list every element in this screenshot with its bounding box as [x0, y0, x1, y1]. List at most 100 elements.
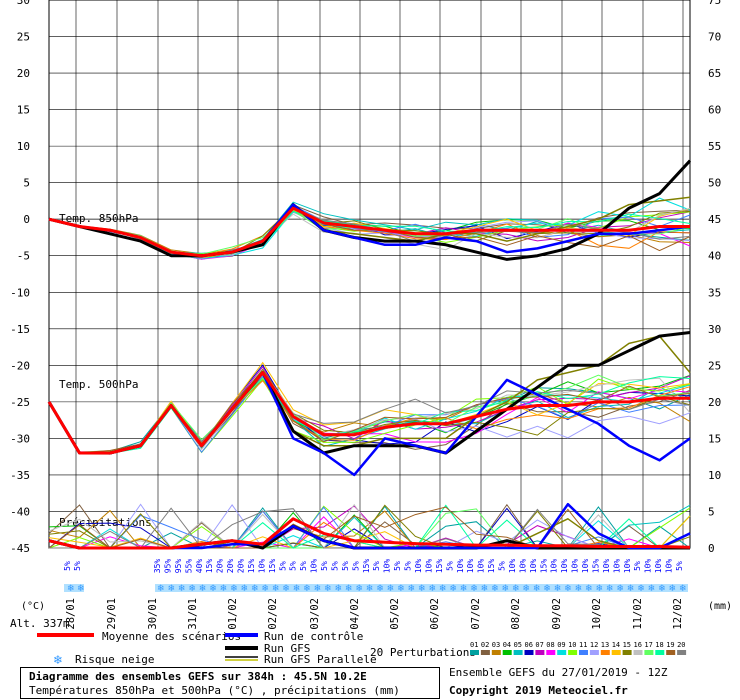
snow-risk-percent: 10%	[529, 559, 538, 574]
snow-risk-percent: 10%	[414, 559, 423, 574]
snowflake-icon: ❄	[481, 584, 489, 594]
copyright: Copyright 2019 Meteociel.fr	[449, 684, 628, 697]
snow-risk-percent: 10%	[581, 559, 590, 574]
snow-risk-percent: 10%	[257, 559, 266, 574]
perturbation-id: 20	[677, 641, 685, 649]
snow-risk-percent: 15%	[487, 559, 496, 574]
perturbation-swatch	[622, 650, 632, 655]
perturbation-id: 08	[546, 641, 554, 649]
snowflake-icon: ❄	[606, 584, 614, 594]
altitude-label: Alt. 337m	[10, 617, 70, 630]
snowflake-icon: ❄	[627, 584, 635, 594]
perturbation-swatch	[666, 650, 676, 655]
snow-risk-percent: 15%	[362, 559, 371, 574]
snowflake-icon: ❄	[543, 584, 551, 594]
right-tick-label: 40	[708, 250, 721, 263]
left-tick-label: -45	[10, 542, 30, 555]
right-tick-label: 55	[708, 140, 721, 153]
left-tick-label: -15	[10, 323, 30, 336]
perturbation-swatch	[524, 650, 534, 655]
snowflake-icon: ❄	[460, 584, 468, 594]
snowflake-icon: ❄	[585, 584, 593, 594]
snowflake-icon: ❄	[167, 584, 175, 594]
right-tick-label: 20	[708, 396, 721, 409]
snow-risk-percent: 15%	[591, 559, 600, 574]
series-line-precip	[48, 517, 691, 550]
snow-risk-percent: 10%	[383, 559, 392, 574]
x-tick-label: 28/01	[65, 598, 77, 630]
snow-risk-percent: 5%	[320, 561, 329, 571]
footer-title: Diagramme des ensembles GEFS sur 384h : …	[29, 670, 367, 683]
snow-risk-percent: 10%	[644, 559, 653, 574]
snowflake-icon: ❄	[199, 584, 207, 594]
snowflake-icon: ❄	[637, 584, 645, 594]
snowflake-icon: ❄	[512, 584, 520, 594]
snowflake-icon: ❄	[293, 584, 301, 594]
x-tick-label: 01/02	[227, 598, 239, 630]
perturbation-swatch	[502, 650, 512, 655]
legend-gfs-par-label: Run GFS Parallele	[264, 653, 377, 666]
perturbation-id: 02	[481, 641, 489, 649]
snow-risk-percent: 15%	[539, 559, 548, 574]
snow-risk-percent: 15%	[268, 559, 277, 574]
snowflake-icon: ❄	[679, 584, 687, 594]
snow-risk-percent: 5%	[393, 561, 402, 571]
perturbation-id: 16	[634, 641, 642, 649]
x-tick-label: 05/02	[389, 598, 401, 630]
perturbation-id: 05	[514, 641, 522, 649]
snowflake-icon: ❄	[209, 584, 217, 594]
right-tick-label: 5	[708, 505, 715, 518]
snow-risk-percent: 10%	[623, 559, 632, 574]
snow-risk-percent: 5%	[351, 561, 360, 571]
plot-frame	[48, 0, 691, 549]
t500-panel-label: Temp. 500hPa	[59, 378, 138, 391]
snow-risk-percent: 5%	[404, 561, 413, 571]
series-line-t850	[48, 159, 692, 261]
snowflake-icon: ❄	[355, 584, 363, 594]
right-tick-label: 15	[708, 432, 721, 445]
snowflake-icon: ❄	[77, 584, 85, 594]
perturbation-id: 12	[590, 641, 598, 649]
snow-risk-percent: 35%	[153, 559, 162, 574]
snowflake-icon: ❄	[324, 584, 332, 594]
perturbation-line-precip	[48, 506, 691, 549]
snow-risk-percent: 20%	[216, 559, 225, 574]
left-tick-label: -30	[10, 432, 30, 445]
legend-mean-label: Moyenne des scénarios	[102, 630, 241, 643]
snow-strip	[155, 584, 688, 592]
snow-risk-percent: 40%	[195, 559, 204, 574]
ensemble-chart: 302520151050-5-10-15-20-25-30-35-40-4575…	[10, 0, 732, 666]
x-tick-label: 12/02	[672, 598, 684, 630]
snow-risk-percent: 10%	[665, 559, 674, 574]
perturbation-id: 17	[644, 641, 652, 649]
footer-title-box: Diagramme des ensembles GEFS sur 384h : …	[20, 667, 440, 699]
snowflake-icon: ❄	[220, 584, 228, 594]
snowflake-icon: ❄	[303, 584, 311, 594]
perturbation-line-precip	[48, 503, 690, 549]
snow-risk-percent: 10%	[424, 559, 433, 574]
snowflake-icon: ❄	[387, 584, 395, 594]
snow-risk-percent: 10%	[560, 559, 569, 574]
x-tick-label: 29/01	[106, 598, 118, 630]
perturbation-id: 13	[601, 641, 609, 649]
snowflake-icon: ❄	[595, 584, 603, 594]
snowflake-icon: ❄	[241, 584, 249, 594]
left-tick-label: 0	[23, 213, 30, 226]
snowflake-icon: ❄	[366, 584, 374, 594]
series-line-t850	[48, 206, 690, 258]
snowflake-icon: ❄	[669, 584, 677, 594]
perturbation-id: 10	[568, 641, 576, 649]
snowflake-icon: ❄	[554, 584, 562, 594]
legend-snow-label: Risque neige	[75, 653, 154, 666]
snowflake-icon: ❄	[314, 584, 322, 594]
left-tick-label: -25	[10, 396, 30, 409]
right-tick-label: 35	[708, 286, 721, 299]
snow-risk-percent: 10%	[654, 559, 663, 574]
snowflake-icon: ❄	[397, 584, 405, 594]
right-tick-label: 70	[708, 31, 721, 44]
left-tick-label: -20	[10, 359, 30, 372]
snow-risk-percent: 10%	[310, 559, 319, 574]
snow-risk-percent: 5%	[63, 561, 72, 571]
snowflake-icon: ❄	[533, 584, 541, 594]
left-tick-label: 25	[17, 31, 30, 44]
